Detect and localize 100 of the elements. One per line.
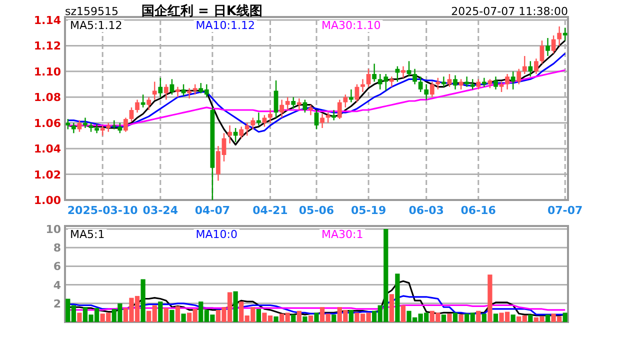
candlestick: [389, 76, 394, 88]
bar: [476, 310, 481, 322]
candlestick: [250, 117, 256, 130]
candlestick: [366, 68, 371, 88]
candlestick: [164, 84, 168, 100]
candlestick: [453, 74, 458, 90]
bar: [528, 314, 533, 322]
bar: [389, 294, 394, 322]
candlestick: [314, 109, 319, 130]
candlestick: [228, 124, 232, 144]
candlestick: [268, 109, 272, 124]
candlestick: [442, 76, 446, 88]
bar: [447, 314, 452, 322]
candlestick: [551, 34, 556, 54]
candlestick: [372, 63, 377, 82]
candlestick: [280, 99, 284, 118]
bar: [140, 279, 146, 322]
candlestick: [192, 84, 198, 96]
bar: [164, 308, 168, 322]
candlestick: [464, 76, 470, 88]
bar: [302, 316, 308, 322]
bar: [348, 310, 354, 322]
bar: [296, 310, 302, 322]
candlestick: [296, 98, 302, 111]
candlestick: [510, 70, 516, 90]
candlestick: [83, 117, 88, 129]
candlestick: [436, 77, 440, 90]
candlestick: [146, 96, 152, 111]
bar: [510, 314, 516, 322]
candlestick: [94, 124, 99, 134]
bar: [545, 314, 550, 322]
candlestick: [181, 84, 186, 96]
candlestick: [406, 60, 412, 78]
bar: [493, 314, 498, 322]
candlestick: [546, 37, 550, 57]
candlestick: [528, 60, 533, 78]
candlestick: [124, 117, 128, 132]
candlestick: [244, 122, 250, 136]
candlestick: [447, 73, 452, 88]
candlestick: [343, 94, 348, 108]
candlestick: [66, 118, 70, 130]
bar: [291, 314, 296, 322]
candlestick: [540, 40, 544, 64]
candlestick: [100, 124, 105, 136]
candlestick: [494, 76, 498, 90]
candlestick: [176, 86, 180, 98]
candlestick: [412, 68, 417, 85]
candlestick: [256, 112, 261, 126]
bar: [158, 302, 163, 322]
candlestick: [534, 58, 538, 75]
bar: [170, 310, 174, 322]
candlestick: [308, 104, 313, 116]
subtitle: sz159515: [65, 5, 118, 18]
bar: [233, 291, 238, 322]
candlestick: [152, 81, 157, 100]
candlestick: [348, 88, 354, 103]
candlestick: [285, 96, 290, 111]
candlestick: [106, 122, 111, 132]
bar: [452, 312, 458, 322]
candlestick: [118, 122, 122, 134]
bar: [181, 314, 186, 322]
candlestick: [71, 122, 76, 134]
bar: [400, 305, 406, 322]
candlestick: [302, 99, 308, 114]
bar: [308, 315, 314, 322]
candlestick: [470, 78, 475, 90]
candlestick: [476, 78, 481, 90]
candlestick: [360, 78, 365, 93]
candlestick: [262, 114, 267, 128]
annotation: 2025-07-07 11:38:00: [451, 5, 568, 18]
candlestick: [522, 55, 527, 75]
bar: [441, 314, 446, 322]
bar: [175, 306, 180, 322]
bar: [562, 312, 568, 322]
candlestick: [395, 66, 400, 82]
candlestick: [291, 96, 296, 110]
candlestick: [233, 127, 238, 143]
candlestick: [401, 66, 406, 78]
candlestick: [135, 99, 140, 114]
bar: [314, 312, 319, 322]
bar: [458, 314, 464, 322]
candlestick: [274, 80, 278, 118]
candlestick: [562, 27, 568, 42]
bar: [77, 312, 82, 322]
bar: [274, 316, 278, 322]
candlestick: [158, 77, 163, 98]
candlestick: [332, 109, 336, 121]
candlestick: [326, 112, 330, 124]
candlestick: [418, 76, 423, 93]
bar: [395, 274, 400, 322]
bar: [332, 314, 336, 322]
candlestick: [430, 81, 434, 98]
candlestick: [239, 126, 244, 139]
candlestick: [320, 113, 324, 129]
candlestick: [516, 68, 522, 85]
candlestick: [337, 99, 342, 120]
title: 国企红利 = 日K线图: [141, 4, 263, 19]
candlestick: [505, 73, 510, 90]
candlestick: [77, 120, 82, 132]
candlestick: [458, 78, 464, 90]
